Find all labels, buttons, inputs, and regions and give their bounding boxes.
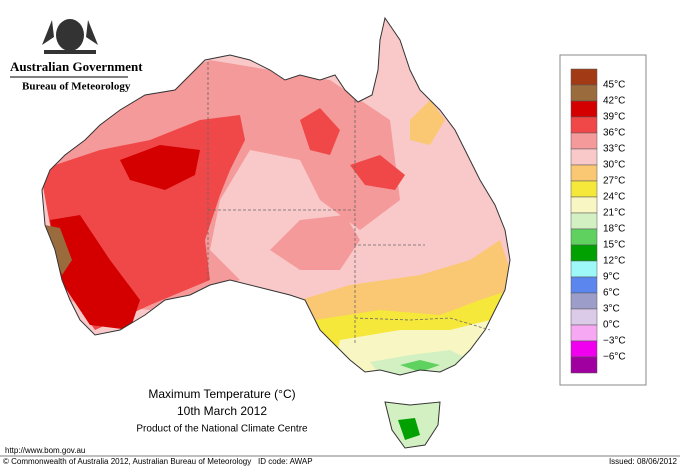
legend-label: 12°C (603, 256, 625, 267)
state-border (208, 209, 425, 246)
legend-label: 33°C (603, 144, 625, 155)
legend-swatch (570, 292, 598, 310)
legend-swatch (570, 228, 598, 246)
legend-label: 6°C (603, 288, 620, 299)
legend-label: 21°C (603, 208, 625, 219)
map-product: Product of the National Climate Centre (136, 424, 308, 435)
legend-label: 18°C (603, 224, 625, 235)
legend-label: 45°C (603, 80, 625, 91)
crest (42, 19, 98, 54)
legend-label: 24°C (603, 192, 625, 203)
legend-label: −6°C (603, 352, 626, 363)
legend-label: 3°C (603, 304, 620, 315)
legend: 45°C 42°C 39°C 36°C 33°C 30°C 27°C 24°C 21°C 18°C… (570, 68, 626, 374)
legend-swatch (570, 276, 598, 294)
legend-swatch (570, 100, 598, 118)
map-title: Maximum Temperature (°C) (148, 387, 295, 401)
legend-swatch (570, 68, 598, 86)
legend-swatch (570, 308, 598, 326)
legend-swatch (570, 132, 598, 150)
issued: Issued: 08/06/2012 (609, 457, 678, 466)
legend-label: 9°C (603, 272, 620, 283)
legend-label: −3°C (603, 336, 626, 347)
bureau: Bureau of Meteorology (22, 81, 131, 93)
tasmania-cool (398, 418, 420, 440)
map-date: 10th March 2012 (177, 404, 267, 418)
id-code: ID code: AWAP (258, 457, 313, 466)
legend-swatch (570, 340, 598, 358)
legend-swatch (570, 244, 598, 262)
legend-swatch (570, 324, 598, 342)
legend-swatch (570, 356, 598, 374)
legend-swatch (570, 180, 598, 198)
legend-swatch (570, 148, 598, 166)
url: http://www.bom.gov.au (5, 446, 85, 455)
legend-label: 0°C (603, 320, 620, 331)
legend-label: 30°C (603, 160, 625, 171)
legend-swatch (570, 84, 598, 102)
legend-swatch (570, 196, 598, 214)
legend-swatch (570, 164, 598, 182)
legend-swatch (570, 116, 598, 134)
legend-label: 27°C (603, 176, 625, 187)
legend-swatch (570, 260, 598, 278)
legend-swatch (570, 212, 598, 230)
agency: Australian Government (10, 59, 143, 74)
legend-frame (559, 54, 647, 386)
legend-label: 42°C (603, 96, 625, 107)
copyright: © Commonwealth of Australia 2012, Austra… (3, 457, 251, 466)
legend-label: 39°C (603, 112, 625, 123)
legend-label: 15°C (603, 240, 625, 251)
state-border (354, 317, 491, 331)
legend-label: 36°C (603, 128, 625, 139)
